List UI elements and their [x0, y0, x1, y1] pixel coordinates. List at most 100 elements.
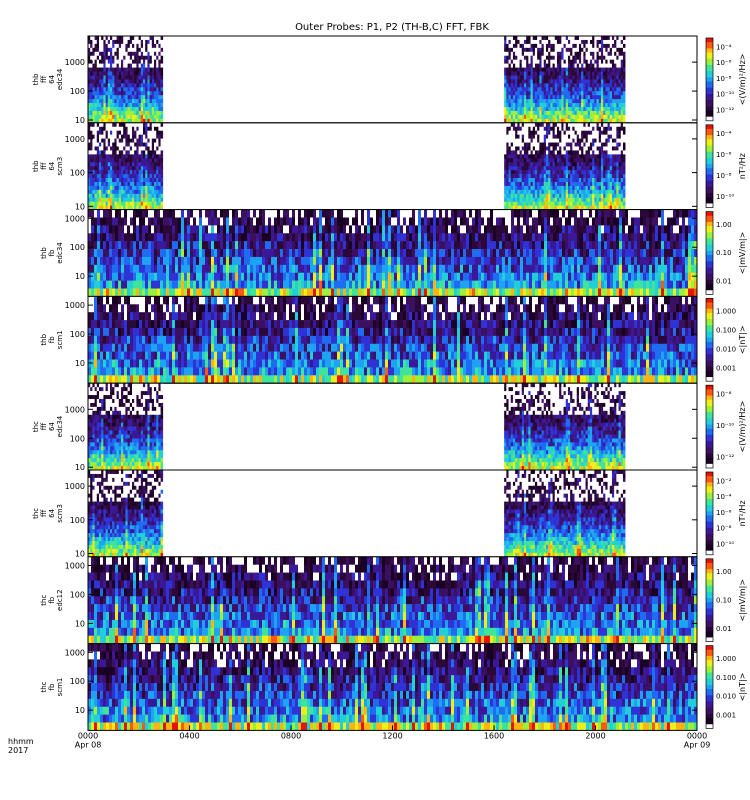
spectrogram-cell	[116, 126, 120, 131]
spectrogram-cell	[519, 170, 523, 175]
spectrogram-cell	[563, 193, 567, 199]
spectrogram-cell	[559, 39, 562, 45]
spectrogram-cell	[319, 264, 323, 274]
spectrogram-cell	[101, 158, 104, 163]
spectrogram-cell	[548, 63, 551, 68]
spectrogram-cell	[114, 83, 117, 88]
spectrogram-cell	[620, 63, 624, 68]
spectrogram-cell	[565, 95, 569, 100]
spectrogram-cell	[519, 166, 523, 171]
spectrogram-cell	[145, 264, 149, 274]
spectrogram-cell	[592, 59, 595, 64]
spectrogram-cell	[96, 142, 100, 147]
spectrogram-cell	[223, 256, 227, 266]
spectrogram-cell	[603, 150, 606, 155]
spectrogram-cell	[572, 181, 575, 187]
spectrogram-cell	[147, 47, 150, 53]
spectrogram-cell	[99, 205, 102, 210]
spectrogram-cell	[543, 181, 547, 187]
spectrogram-cell	[101, 67, 104, 72]
spectrogram-cell	[129, 75, 133, 80]
spectrogram-cell	[107, 103, 111, 108]
spectrogram-cell	[121, 162, 124, 167]
spectrogram-cell	[116, 189, 120, 195]
spectrogram-cell	[101, 197, 104, 203]
spectrogram-cell	[559, 158, 562, 163]
spectrogram-cell	[289, 288, 293, 297]
spectrogram-cell	[567, 95, 571, 100]
spectrogram-cell	[112, 126, 115, 131]
spectrogram-cell	[532, 193, 536, 199]
spectrogram-cell	[147, 114, 150, 120]
spectrogram-cell	[268, 241, 272, 250]
spectrogram-cell	[156, 47, 159, 53]
spectrogram-cell	[583, 126, 586, 131]
spectrogram-cell	[145, 99, 148, 104]
spectrogram-cell	[136, 280, 140, 289]
spectrogram-cell	[539, 67, 542, 72]
spectrogram-cell	[581, 83, 584, 88]
spectrogram-cell	[140, 75, 144, 80]
spectrogram-cell	[154, 142, 157, 147]
spectrogram-cell	[147, 189, 150, 195]
spectrogram-cell	[118, 256, 122, 266]
spectrogram-cell	[325, 209, 329, 218]
spectrogram-cell	[552, 189, 556, 195]
spectrogram-cell	[583, 189, 586, 195]
spectrogram-cell	[534, 166, 538, 171]
spectrogram-cell	[521, 126, 525, 131]
spectrogram-cell	[106, 225, 110, 234]
spectrogram-cell	[554, 118, 558, 124]
spectrogram-cell	[567, 170, 571, 175]
spectrogram-cell	[620, 146, 624, 151]
spectrogram-cell	[607, 39, 611, 45]
spectrogram-cell	[537, 118, 540, 124]
spectrogram-cell	[121, 71, 124, 76]
spectrogram-cell	[105, 107, 109, 112]
spectrogram-cell	[97, 249, 101, 258]
spectrogram-cell	[116, 162, 120, 167]
spectrogram-cell	[515, 142, 518, 147]
spectrogram-cell	[160, 158, 164, 163]
spectrogram-cell	[510, 55, 514, 60]
spectrogram-cell	[616, 83, 619, 88]
spectrogram-cell	[125, 130, 128, 135]
spectrogram-cell	[136, 138, 139, 143]
spectrogram-cell	[587, 83, 591, 88]
spectrogram-cell	[611, 193, 615, 199]
spectrogram-cell	[530, 166, 534, 171]
spectrogram-cell	[607, 146, 611, 151]
spectrogram-cell	[136, 201, 139, 206]
spectrogram-cell	[116, 154, 120, 159]
spectrogram-cell	[512, 205, 516, 210]
spectrogram-cell	[139, 264, 143, 274]
spectrogram-cell	[112, 264, 116, 274]
spectrogram-cell	[127, 193, 131, 199]
spectrogram-cell	[521, 130, 525, 135]
spectrogram-cell	[594, 178, 597, 183]
spectrogram-cell	[592, 95, 595, 100]
spectrogram-cell	[132, 110, 135, 116]
spectrogram-cell	[149, 193, 153, 199]
spectrogram-cell	[583, 170, 586, 175]
colorbar-tick-label: 10⁻¹⁰	[716, 91, 734, 99]
spectrogram-cell	[523, 154, 527, 159]
spectrogram-cell	[537, 197, 540, 203]
spectrogram-cell	[97, 264, 101, 274]
spectrogram-cell	[530, 91, 534, 96]
spectrogram-cell	[523, 170, 527, 175]
spectrogram-cell	[523, 158, 527, 163]
spectrogram-cell	[250, 288, 254, 297]
spectrogram-cell	[145, 71, 148, 76]
spectrogram-cell	[508, 67, 512, 72]
spectrogram-cell	[121, 205, 124, 210]
spectrogram-cell	[229, 272, 233, 281]
spectrogram-cell	[526, 178, 529, 183]
spectrogram-cell	[589, 201, 593, 206]
spectrogram-cell	[574, 154, 578, 159]
spectrogram-cell	[157, 288, 161, 297]
spectrogram-cell	[596, 59, 600, 64]
spectrogram-cell	[607, 189, 611, 195]
spectrogram-cell	[106, 280, 110, 289]
spectrogram-cell	[589, 197, 593, 203]
